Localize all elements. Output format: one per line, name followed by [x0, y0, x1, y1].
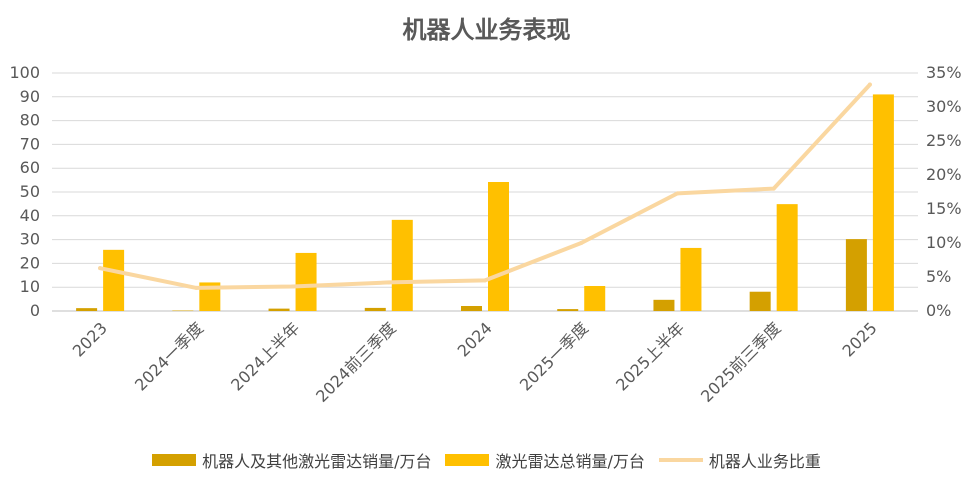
y-left-tick-label: 0: [30, 301, 40, 320]
bar-robot-sales: [364, 307, 386, 311]
bar-lidar-total: [488, 182, 509, 311]
x-tick-label: 2024: [454, 318, 496, 360]
bar-lidar-total: [295, 252, 317, 311]
x-tick-label: 2024前三季度: [312, 318, 399, 405]
legend-item-robot-share: 机器人业务比重: [658, 448, 821, 472]
y-left-tick-label: 10: [20, 277, 40, 296]
legend-item-lidar-total: 激光雷达总销量/万台: [445, 448, 645, 472]
x-tick-label: 2025前三季度: [697, 318, 784, 405]
y-left-tick-label: 40: [20, 206, 40, 225]
y-left-tick-label: 90: [20, 87, 40, 106]
y-right-tick-label: 20%: [926, 165, 962, 184]
chart-canvas: 0 10 20 30 40 50 60 70 80 90 100 0% 5% 10% 15% 20% 25% 30…: [9, 63, 961, 406]
point-robot-share: [98, 266, 103, 271]
x-tick-label: 2025: [838, 318, 880, 360]
y-right-tick-label: 30%: [926, 97, 962, 116]
share-line: [98, 82, 872, 290]
x-tick-label: 2025上半年: [612, 318, 688, 394]
point-robot-share: [771, 186, 776, 191]
y-right-tick-label: 5%: [926, 267, 951, 286]
y-right-tick-label: 35%: [926, 63, 962, 82]
y-left-tick-label: 100: [9, 63, 40, 82]
x-tick-label: 2024上半年: [227, 318, 303, 394]
bar-robot-sales: [461, 306, 482, 311]
y-right-tick-label: 0%: [926, 301, 951, 320]
y-left-tick-label: 70: [20, 134, 40, 153]
legend-label-lidar-total: 激光雷达总销量/万台: [495, 452, 645, 471]
y-right-tick-label: 10%: [926, 233, 962, 252]
bar-lidar-total: [391, 219, 413, 311]
point-robot-share: [867, 82, 872, 87]
point-robot-share: [483, 278, 487, 283]
y-left-tick-label: 50: [20, 182, 40, 201]
legend: 机器人及其他激光雷达销量/万台 激光雷达总销量/万台 机器人业务比重: [0, 448, 973, 472]
point-robot-share: [386, 280, 391, 285]
bar-lidar-total: [103, 249, 125, 311]
bar-robot-sales: [172, 310, 194, 312]
bar-lidar-total: [776, 204, 798, 311]
bar-lidar-total: [680, 247, 702, 311]
y-right-tick-label: 25%: [926, 131, 962, 150]
legend-swatch-robot-sales: [152, 454, 197, 466]
bar-robot-sales: [76, 308, 98, 311]
gridlines: [52, 72, 918, 312]
chart-title: 机器人业务表现: [402, 16, 571, 44]
bar-robot-sales: [557, 309, 579, 311]
line-robot-share: [98, 82, 872, 290]
x-tick-label: 2023: [69, 318, 111, 360]
legend-swatch-lidar-total: [445, 454, 490, 466]
point-robot-share: [194, 285, 199, 290]
legend-item-robot-sales: 机器人及其他激光雷达销量/万台: [152, 448, 431, 472]
bar-robot-sales: [845, 239, 867, 311]
bars: [76, 94, 894, 312]
y-right-tick-label: 15%: [926, 199, 962, 218]
legend-swatch-robot-share: [658, 458, 703, 462]
point-robot-share: [675, 191, 680, 196]
bar-lidar-total: [872, 94, 894, 311]
legend-label-robot-share: 机器人业务比重: [708, 452, 821, 471]
legend-label-robot-sales: 机器人及其他激光雷达销量/万台: [202, 452, 432, 471]
point-robot-share: [579, 241, 584, 245]
axes: 0 10 20 30 40 50 60 70 80 90 100 0% 5% 10% 15% 20% 25% 30…: [9, 63, 961, 406]
y-left-tick-label: 80: [20, 111, 40, 130]
bar-robot-sales: [653, 299, 675, 311]
bar-lidar-total: [584, 286, 606, 311]
y-left-tick-label: 60: [20, 158, 40, 177]
bar-robot-sales: [749, 291, 771, 311]
y-left-tick-label: 20: [20, 253, 40, 272]
x-tick-label: 2024一季度: [131, 318, 207, 394]
y-left-tick-label: 30: [20, 230, 40, 249]
x-tick-label: 2025一季度: [516, 318, 592, 394]
bar-robot-sales: [268, 308, 290, 311]
point-robot-share: [290, 284, 295, 289]
